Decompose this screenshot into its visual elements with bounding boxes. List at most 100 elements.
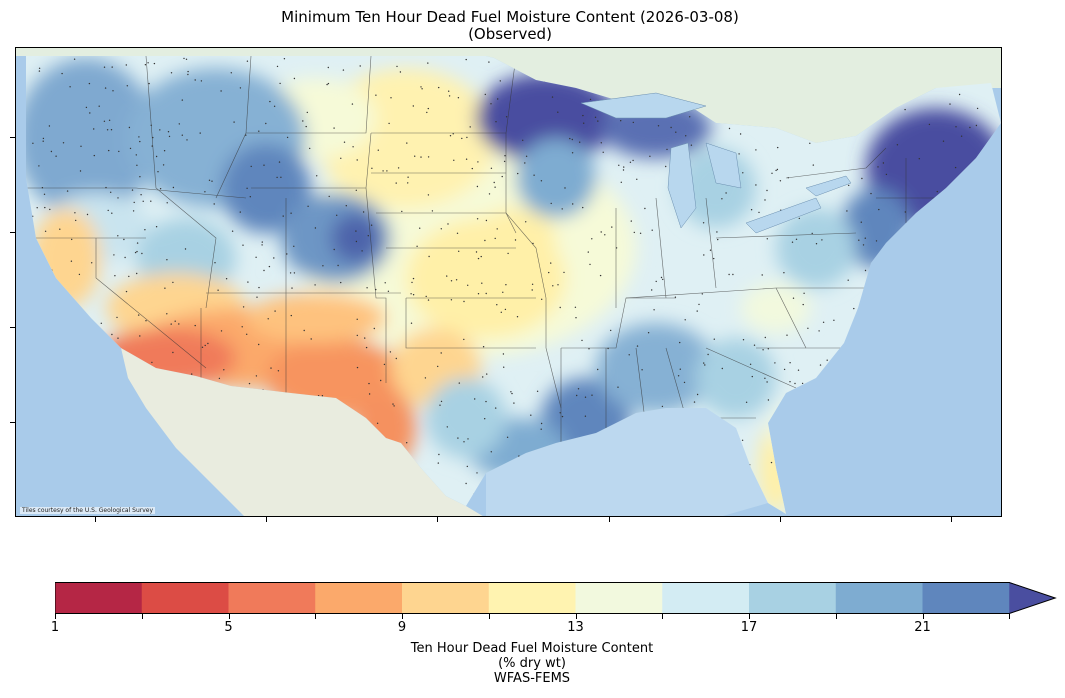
- station-marker: [620, 181, 622, 183]
- station-marker: [787, 177, 789, 179]
- station-marker: [427, 62, 429, 64]
- station-marker: [864, 237, 866, 239]
- station-marker: [396, 65, 398, 68]
- station-marker: [256, 296, 258, 298]
- station-marker: [380, 379, 382, 382]
- station-marker: [447, 223, 449, 225]
- station-marker: [286, 136, 289, 139]
- station-marker: [696, 393, 699, 396]
- colorbar-tick: [228, 614, 230, 619]
- station-marker: [675, 131, 677, 133]
- station-marker: [293, 245, 295, 247]
- station-marker: [579, 141, 581, 143]
- station-marker: [766, 381, 768, 383]
- station-marker: [207, 342, 209, 345]
- station-marker: [484, 239, 486, 242]
- station-marker: [273, 257, 275, 259]
- station-marker: [949, 103, 951, 105]
- station-marker: [157, 171, 159, 173]
- station-marker: [55, 155, 57, 157]
- station-marker: [138, 136, 140, 138]
- station-marker: [151, 361, 153, 364]
- colorbar-tick-label: 13: [567, 620, 584, 635]
- y-tick: [10, 422, 15, 423]
- colorbar-tick-label: 17: [740, 620, 758, 635]
- station-marker: [117, 337, 119, 339]
- station-marker: [742, 339, 745, 341]
- station-marker: [587, 251, 589, 253]
- station-marker: [500, 311, 502, 313]
- station-marker: [466, 136, 468, 139]
- station-marker: [333, 127, 335, 129]
- station-marker: [477, 293, 480, 295]
- canada-land: [16, 48, 1001, 143]
- station-marker: [274, 310, 276, 312]
- station-marker: [151, 145, 153, 147]
- station-marker: [485, 219, 488, 222]
- colorbar-segment: [575, 582, 663, 614]
- station-marker: [172, 351, 174, 354]
- station-marker: [389, 351, 392, 353]
- station-marker: [89, 112, 91, 114]
- station-marker: [111, 212, 113, 214]
- station-marker: [679, 341, 681, 344]
- station-marker: [49, 208, 51, 211]
- station-marker: [233, 121, 235, 123]
- station-marker: [356, 334, 358, 337]
- station-marker: [469, 126, 471, 128]
- station-marker: [328, 195, 330, 198]
- station-marker: [305, 125, 307, 128]
- station-marker: [494, 237, 496, 240]
- station-marker: [108, 149, 110, 152]
- station-marker: [557, 284, 559, 286]
- station-marker: [525, 221, 527, 223]
- station-marker: [594, 116, 597, 119]
- station-marker: [864, 269, 867, 272]
- station-marker: [286, 253, 288, 255]
- station-marker: [62, 142, 65, 144]
- station-marker: [466, 465, 468, 468]
- station-marker: [826, 359, 828, 361]
- station-marker: [653, 309, 655, 311]
- station-marker: [725, 192, 727, 194]
- station-marker: [716, 231, 718, 233]
- station-marker: [482, 346, 485, 348]
- station-marker: [975, 124, 978, 127]
- station-marker: [213, 203, 215, 205]
- station-marker: [352, 146, 354, 148]
- station-marker: [651, 229, 653, 231]
- station-marker: [123, 238, 125, 241]
- station-marker: [267, 318, 269, 320]
- station-marker: [187, 73, 189, 76]
- station-marker: [455, 279, 458, 281]
- station-marker: [166, 202, 168, 204]
- station-marker: [540, 422, 543, 425]
- station-marker: [136, 250, 138, 253]
- station-marker: [767, 399, 770, 401]
- station-marker: [103, 120, 106, 123]
- station-marker: [853, 307, 855, 310]
- station-marker: [807, 327, 809, 329]
- colorbar-tick-label: 21: [914, 620, 931, 635]
- station-marker: [225, 278, 228, 280]
- station-marker: [739, 133, 742, 135]
- station-marker: [589, 263, 591, 266]
- station-marker: [488, 61, 490, 63]
- station-marker: [633, 231, 635, 234]
- station-marker: [172, 186, 175, 189]
- station-marker: [481, 282, 483, 284]
- station-marker: [477, 161, 479, 163]
- station-marker: [395, 182, 397, 184]
- station-marker: [419, 227, 421, 229]
- station-marker: [559, 412, 561, 414]
- station-marker: [497, 98, 499, 100]
- station-marker: [602, 151, 604, 153]
- station-marker: [531, 283, 534, 285]
- station-marker: [152, 136, 154, 139]
- station-marker: [126, 85, 128, 87]
- colorbar-tick: [55, 614, 56, 619]
- station-marker: [241, 326, 243, 328]
- station-marker: [208, 179, 211, 181]
- station-marker: [577, 388, 580, 390]
- station-marker: [79, 170, 82, 172]
